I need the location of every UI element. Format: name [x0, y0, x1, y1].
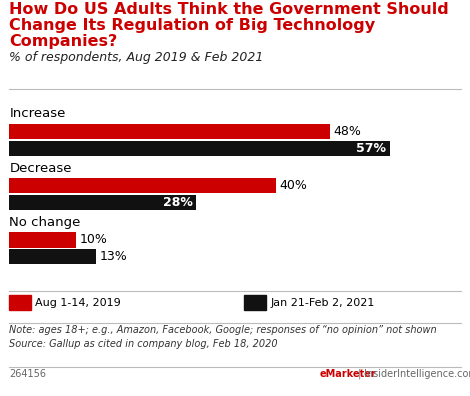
Text: 28%: 28%	[163, 196, 193, 209]
Text: Jan 21-Feb 2, 2021: Jan 21-Feb 2, 2021	[270, 298, 375, 308]
Text: Aug 1-14, 2019: Aug 1-14, 2019	[35, 298, 121, 308]
Text: 40%: 40%	[280, 179, 307, 192]
Text: 57%: 57%	[356, 142, 386, 155]
Bar	[9, 232, 76, 248]
Text: 10%: 10%	[79, 233, 107, 246]
Text: No change: No change	[9, 216, 81, 229]
Bar	[9, 249, 96, 265]
Bar	[9, 141, 390, 156]
Text: Companies?: Companies?	[9, 34, 118, 49]
Bar	[9, 124, 329, 139]
Text: Change Its Regulation of Big Technology: Change Its Regulation of Big Technology	[9, 18, 376, 33]
Text: % of respondents, Aug 2019 & Feb 2021: % of respondents, Aug 2019 & Feb 2021	[9, 51, 264, 65]
Text: Note: ages 18+; e.g., Amazon, Facebook, Google; responses of “no opinion” not sh: Note: ages 18+; e.g., Amazon, Facebook, …	[9, 325, 437, 335]
Text: 264156: 264156	[9, 369, 47, 379]
Bar	[9, 178, 276, 193]
Text: eMarketer: eMarketer	[320, 369, 376, 379]
Text: |: |	[355, 369, 364, 379]
Text: Increase: Increase	[9, 107, 66, 120]
Text: 48%: 48%	[333, 125, 361, 138]
Text: Source: Gallup as cited in company blog, Feb 18, 2020: Source: Gallup as cited in company blog,…	[9, 339, 278, 348]
Text: How Do US Adults Think the Government Should: How Do US Adults Think the Government Sh…	[9, 2, 449, 17]
Text: Decrease: Decrease	[9, 162, 72, 175]
Text: 13%: 13%	[100, 250, 127, 263]
Text: InsiderIntelligence.com: InsiderIntelligence.com	[364, 369, 470, 379]
Bar	[9, 195, 196, 210]
